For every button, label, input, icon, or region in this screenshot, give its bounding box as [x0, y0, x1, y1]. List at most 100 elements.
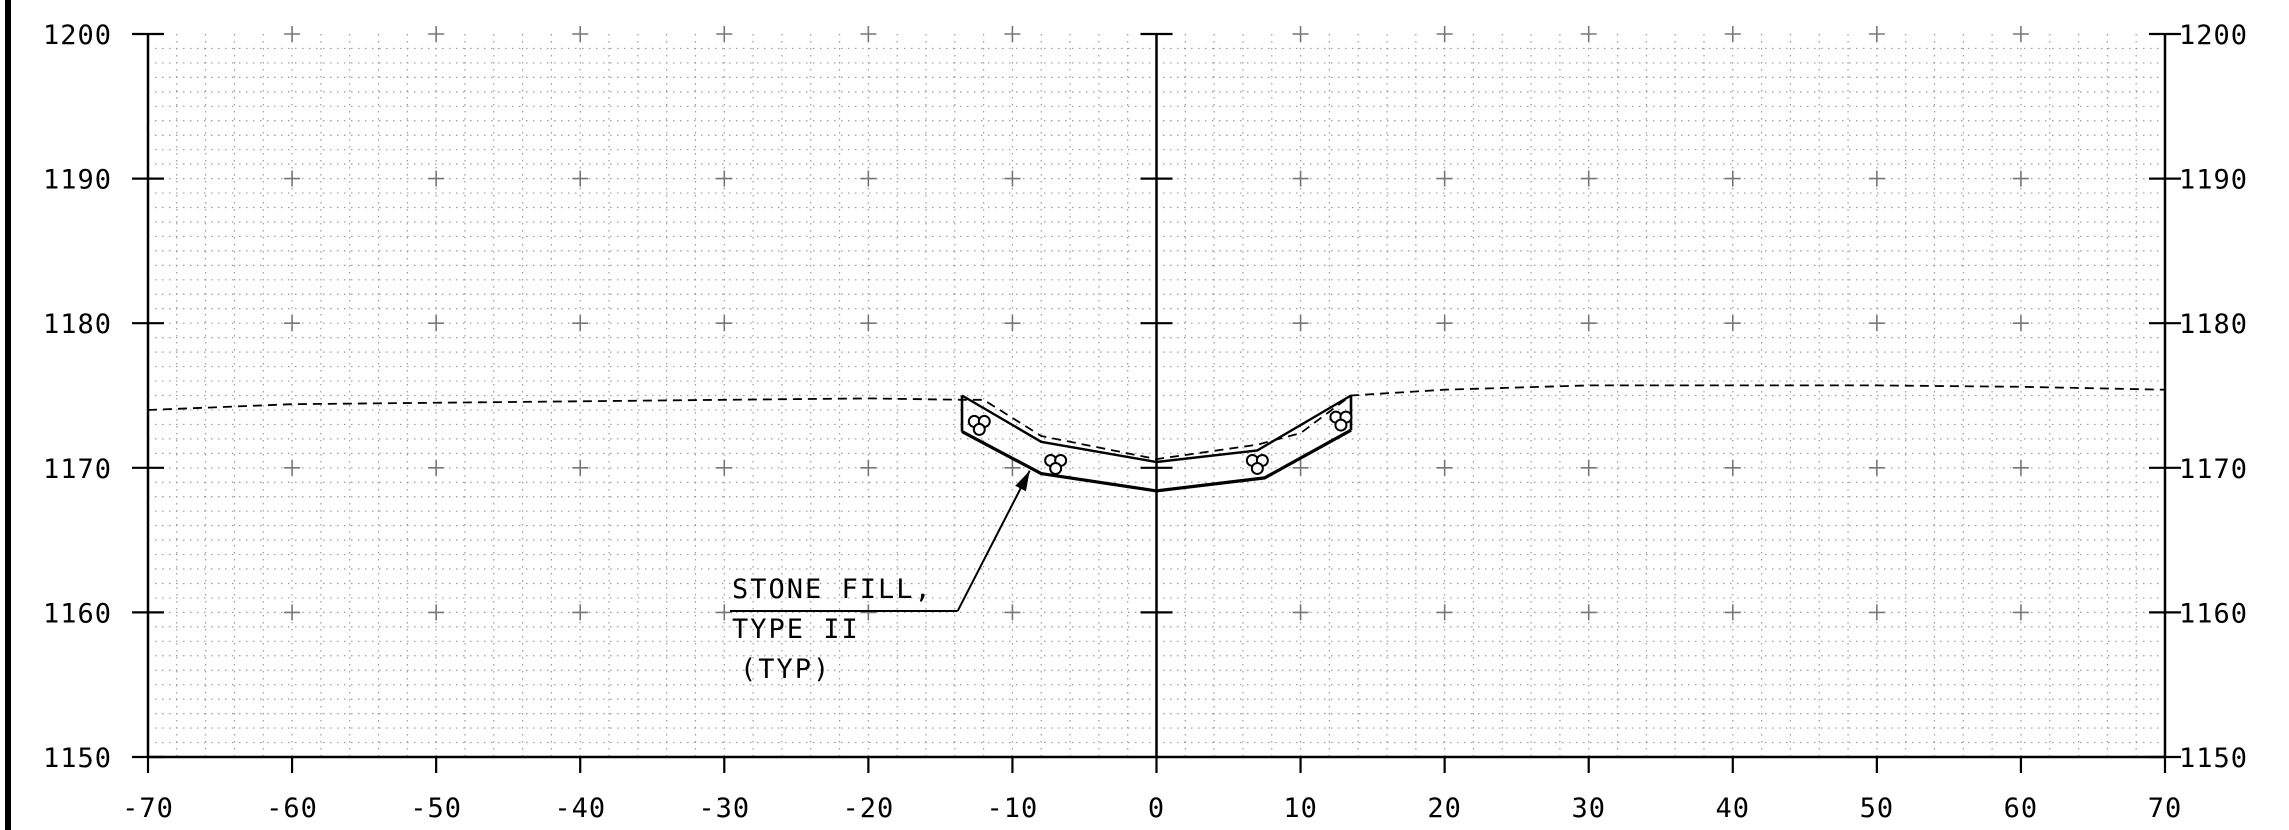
- y-tick-label-left: 1200: [43, 20, 112, 51]
- grid-plus-mark: [2012, 315, 2029, 332]
- grid-plus-mark: [1868, 459, 1885, 476]
- grid-plus-mark: [284, 604, 301, 621]
- grid-plus-mark: [1868, 170, 1885, 187]
- grid-plus-mark: [1580, 170, 1597, 187]
- x-tick-label: -50: [410, 793, 462, 824]
- x-tick-label: -30: [698, 793, 750, 824]
- x-tick-label: 50: [1860, 793, 1895, 824]
- grid-plus-mark: [1436, 459, 1453, 476]
- grid-plus-mark: [860, 26, 877, 42]
- stone-symbol: [1329, 410, 1353, 432]
- grid-plus-mark: [1436, 604, 1453, 621]
- grid-plus-mark: [572, 26, 589, 42]
- callout-arrowhead: [1015, 470, 1030, 492]
- y-tick-label-left: 1160: [43, 598, 112, 629]
- x-tick-label: 10: [1283, 793, 1318, 824]
- stone-fill-bottom-line: [961, 428, 1352, 493]
- callout-line-1: STONE FILL,: [732, 574, 933, 605]
- callout-line-3: (TYP): [740, 654, 831, 685]
- stone-symbol: [1245, 453, 1269, 475]
- grid-plus-mark: [1868, 315, 1885, 332]
- grid-plus-mark: [860, 170, 877, 187]
- grid-plus-mark: [1004, 26, 1021, 42]
- y-axis-labels-right: 1150 1160 1170 1180 1190 1200: [2179, 20, 2248, 774]
- grid-plus-mark: [428, 26, 445, 42]
- grid-plus-mark: [428, 170, 445, 187]
- grid-plus-mark: [1724, 459, 1741, 476]
- grid-plus-mark: [2012, 459, 2029, 476]
- grid-plus-mark: [284, 459, 301, 476]
- grid-plus-mark: [2012, 26, 2029, 42]
- stone-circle: [1049, 461, 1063, 475]
- grid-plus-mark: [860, 604, 877, 621]
- y-tick-label-right: 1150: [2179, 743, 2248, 774]
- major-grid-marks: [284, 26, 2029, 621]
- callout-line-2: TYPE II: [732, 614, 860, 645]
- grid-plus-mark: [2012, 604, 2029, 621]
- y-axis-labels-left: 1150 1160 1170 1180 1190 1200: [43, 20, 112, 774]
- grid-plus-mark: [284, 26, 301, 42]
- grid-plus-mark: [428, 604, 445, 621]
- y-tick-label-right: 1200: [2179, 20, 2248, 51]
- x-tick-label: -40: [554, 793, 606, 824]
- grid-plus-mark: [1004, 315, 1021, 332]
- y-tick-label-left: 1170: [43, 454, 112, 485]
- stone-circle: [1334, 418, 1348, 432]
- y-tick-label-left: 1190: [43, 165, 112, 196]
- grid-plus-mark: [284, 170, 301, 187]
- plot-frame: [5, 0, 2167, 830]
- grid-plus-mark: [1004, 170, 1021, 187]
- x-tick-label: 40: [1716, 793, 1751, 824]
- grid-plus-mark: [716, 170, 733, 187]
- grid-plus-mark: [572, 315, 589, 332]
- grid-plus-mark: [572, 604, 589, 621]
- stone-circle: [972, 422, 986, 436]
- x-tick-label: 60: [2004, 793, 2039, 824]
- section-geometry: [147, 384, 2166, 493]
- grid-plus-mark: [1436, 170, 1453, 187]
- x-tick-label: 0: [1148, 793, 1165, 824]
- x-tick-label: -20: [842, 793, 894, 824]
- grid-plus-mark: [1292, 604, 1309, 621]
- grid-plus-mark: [1724, 604, 1741, 621]
- grid-plus-mark: [428, 459, 445, 476]
- grid-plus-mark: [428, 315, 445, 332]
- grid-plus-mark: [1436, 26, 1453, 42]
- grid-plus-mark: [1868, 26, 1885, 42]
- grid-plus-mark: [572, 459, 589, 476]
- grid-plus-mark: [716, 604, 733, 621]
- stone-circle: [1250, 461, 1264, 475]
- y-tick-label-left: 1150: [43, 743, 112, 774]
- stone-symbol: [1044, 453, 1068, 475]
- grid-plus-mark: [2012, 170, 2029, 187]
- x-tick-label: -70: [122, 793, 174, 824]
- grid-plus-mark: [860, 459, 877, 476]
- tick-marks: [132, 32, 2181, 773]
- grid-plus-mark: [1004, 604, 1021, 621]
- grid-plus-mark: [1580, 315, 1597, 332]
- x-tick-label: 20: [1427, 793, 1462, 824]
- x-tick-label: 30: [1571, 793, 1606, 824]
- x-tick-label: -60: [266, 793, 318, 824]
- grid-plus-mark: [1004, 459, 1021, 476]
- grid-plus-mark: [1580, 26, 1597, 42]
- y-tick-label-left: 1180: [43, 309, 112, 340]
- x-axis-labels: -70 -60 -50 -40 -30 -20 -10 0 10 20 30 40 50 60 70: [122, 793, 2181, 824]
- grid-plus-mark: [716, 26, 733, 42]
- grid-plus-mark: [1292, 170, 1309, 187]
- grid-plus-mark: [1292, 26, 1309, 42]
- grid-plus-mark: [1436, 315, 1453, 332]
- grid-plus-mark: [1868, 604, 1885, 621]
- x-tick-label: -10: [987, 793, 1039, 824]
- y-tick-label-right: 1180: [2179, 309, 2248, 340]
- grid-plus-mark: [1580, 604, 1597, 621]
- y-tick-label-right: 1190: [2179, 165, 2248, 196]
- stone-fill-callout: STONE FILL, TYPE II (TYP): [730, 470, 1031, 685]
- grid-plus-mark: [860, 315, 877, 332]
- y-tick-label-right: 1160: [2179, 598, 2248, 629]
- y-tick-label-right: 1170: [2179, 454, 2248, 485]
- grid-plus-mark: [1292, 315, 1309, 332]
- grid-plus-mark: [1580, 459, 1597, 476]
- grid-plus-mark: [716, 315, 733, 332]
